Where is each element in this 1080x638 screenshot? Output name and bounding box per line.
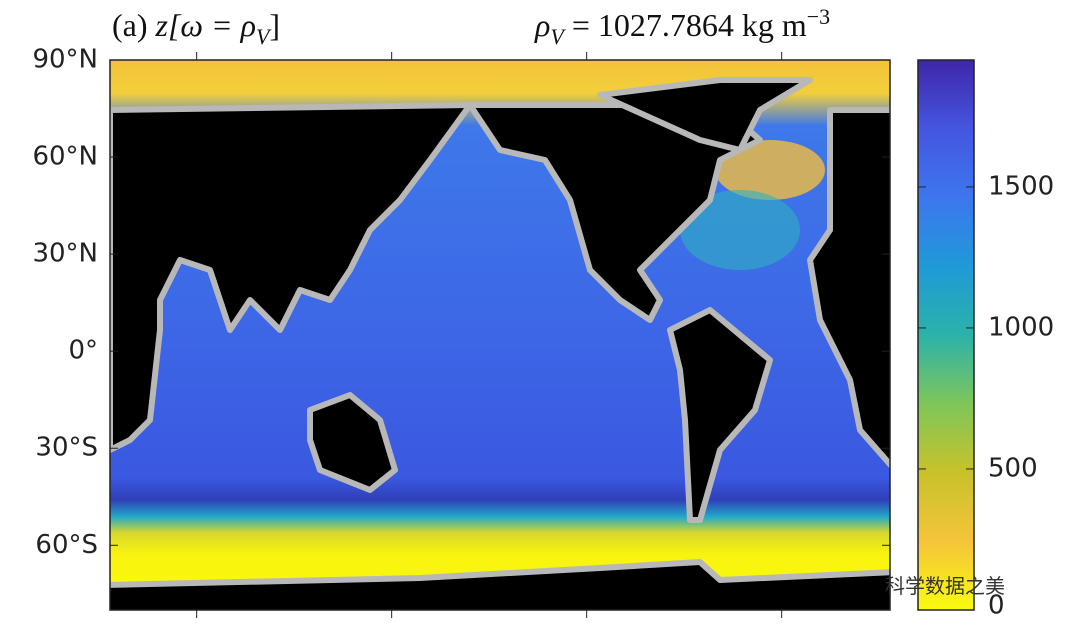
map (110, 60, 890, 610)
density-sup: −3 (807, 4, 830, 29)
title-close: ] (269, 7, 280, 43)
colorbar-tick-label: 0 (988, 591, 1005, 621)
map-frame (109, 59, 891, 611)
y-tick-label: 30°N (32, 239, 98, 269)
colorbar-tick-label: 1500 (988, 171, 1054, 201)
colorbar (917, 59, 975, 611)
north-atlantic (715, 140, 825, 200)
density-sub: V (550, 24, 566, 49)
y-tick-label: 0° (68, 336, 98, 366)
y-tick-label: 90°N (32, 45, 98, 75)
eurasia-africa (110, 102, 473, 453)
y-tick-label: 30°S (35, 433, 98, 463)
y-tick-label: 60°N (32, 142, 98, 172)
atlantic (680, 190, 800, 270)
south-america (667, 307, 773, 523)
density-symbol: ρ (534, 7, 550, 43)
land (110, 77, 890, 610)
y-tick-label: 60°S (35, 530, 98, 560)
title-expr: z[ω = ρ (155, 7, 256, 43)
panel-title: (a) z[ω = ρV] (112, 7, 280, 49)
europe-africa (807, 107, 890, 469)
colorbar-tick-label: 1000 (988, 312, 1054, 342)
australia (307, 392, 398, 493)
antarctica (110, 559, 890, 610)
colorbar-tick-label: 500 (988, 453, 1038, 483)
title-sub: V (256, 24, 272, 49)
density-label: ρV = 1027.7864 kg m−3 (534, 4, 830, 49)
greenland (597, 77, 813, 153)
density-text: = 1027.7864 kg m (564, 7, 807, 43)
panel-label: (a) (112, 7, 148, 43)
watermark: 科学数据之美 (885, 574, 1005, 598)
